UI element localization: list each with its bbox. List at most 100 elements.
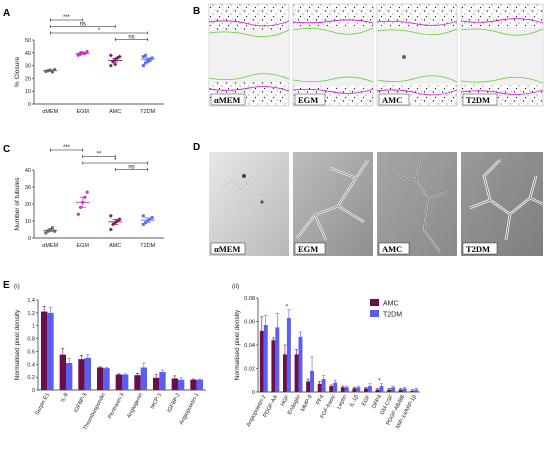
micrograph-row-b: αMEM EGM AMC (208, 3, 544, 107)
bar (317, 383, 322, 392)
x-tick-label: IL-8 (60, 392, 70, 403)
y-tick-label: 0.4 (27, 362, 35, 368)
y-tick-label: 0.02 (244, 367, 255, 373)
y-axis-label: Normalised pixel density (14, 309, 21, 380)
data-point (117, 54, 122, 59)
micrograph-label-d-2: EGM (298, 244, 318, 254)
x-tick-label: MMP-9 (300, 394, 314, 412)
chart-e-ii-pixel-density: 0 0.02 0.04 0.06 0.08 Normalised pixel densit… (234, 296, 420, 430)
micrograph-d-4: T2DM (461, 152, 544, 256)
bar (391, 387, 396, 392)
x-tick-label: Pentraxin-3 (107, 392, 126, 420)
x-tick-label: IGFBP-3 (73, 392, 88, 414)
y-tick-label: 0.08 (244, 296, 255, 302)
y-tick-label: 0.2 (27, 375, 35, 381)
chart-a-closure: 0 10 20 30 40 50 % Closure αMEM EGM AMC T2DM *** ns *… (14, 15, 164, 115)
bar (84, 357, 92, 390)
legend-swatch (370, 299, 379, 306)
data-point (117, 217, 122, 222)
micrograph-label-d-1: αMEM (214, 244, 240, 254)
panel-letter-d: D (193, 142, 200, 153)
x-tick-label: MCP-1 (150, 392, 163, 410)
bar (40, 311, 48, 390)
micrograph-d-3: AMC (377, 152, 457, 256)
bar (47, 312, 54, 390)
x-tick-label: αMEM (42, 243, 58, 249)
micrograph-b-3: AMC (376, 3, 458, 107)
y-tick-label: 20 (25, 76, 31, 82)
data-point (53, 67, 57, 72)
y-axis-label: Normalised pixel density (234, 309, 241, 380)
bar (66, 363, 73, 390)
micrograph-label-b-3: AMC (382, 95, 402, 105)
bar (115, 374, 122, 390)
x-tick-label: T2DM (140, 243, 155, 249)
y-axis-label: % Closure (14, 57, 21, 87)
bar (379, 386, 384, 392)
y-tick-label: 50 (25, 38, 31, 44)
x-tick-label: Angiopoietin-1 (179, 392, 201, 426)
micrograph-label-b-4: T2DM (466, 95, 490, 105)
legend-swatch (370, 310, 379, 317)
x-tick-label: Angiogenin (126, 392, 144, 419)
bar (363, 388, 368, 392)
y-tick-label: 0.6 (27, 349, 35, 355)
panel-label-e-ii: (ii) (232, 283, 239, 290)
data-point (113, 62, 118, 67)
bar (344, 387, 349, 392)
data-point (141, 55, 145, 59)
panel-label-e-i: (i) (14, 283, 20, 290)
panel-letter-b: B (193, 6, 200, 17)
significance-label: * (114, 158, 117, 164)
x-tick-label: T2DM (140, 109, 155, 115)
x-tick-label: Serpin E1 (34, 392, 51, 416)
panel-letter-e: E (3, 280, 10, 291)
significance-label: *** (63, 145, 71, 151)
bar (398, 389, 403, 392)
bar (159, 372, 166, 390)
x-tick-label: AMC (109, 243, 121, 249)
significance-label: ** (97, 152, 102, 158)
data-point (50, 226, 54, 230)
y-tick-label: 20 (25, 202, 31, 208)
bar (275, 327, 280, 392)
x-tick-label: HGF (280, 394, 291, 408)
bar (196, 379, 204, 390)
significance-label: * (98, 28, 101, 34)
x-tick-label: EGF (361, 394, 372, 407)
data-point (150, 56, 154, 60)
y-tick-label: 40 (25, 51, 31, 57)
data-point (85, 49, 90, 54)
micrograph-b-4: T2DM (460, 3, 544, 107)
y-tick-label: 0 (28, 102, 31, 108)
bar (263, 325, 268, 392)
micrograph-b-1: αMEM (208, 3, 290, 107)
bar (59, 354, 66, 390)
bar (298, 336, 303, 392)
data-point (108, 53, 113, 58)
x-tick-label: EGM (76, 109, 89, 115)
x-tick-label: αMEM (42, 109, 58, 115)
y-tick-label: 0.8 (27, 337, 35, 343)
x-tick-label: AMC (109, 109, 121, 115)
bar (271, 340, 276, 392)
micrograph-b-2: EGM (292, 3, 374, 107)
bar (402, 388, 407, 392)
y-tick-label: 10 (25, 89, 31, 95)
data-point (150, 216, 154, 220)
data-point (144, 61, 148, 65)
y-tick-label: 10 (25, 219, 31, 225)
data-point (141, 64, 145, 68)
micrograph-row-d: αMEM EGM AMC T2DM (209, 152, 544, 256)
micrograph-d-2: EGM (293, 152, 373, 256)
y-tick-label: 1.4 (27, 298, 35, 304)
micrograph-label-d-3: AMC (382, 244, 402, 254)
micrograph-label-d-4: T2DM (466, 244, 490, 254)
x-tick-label: IGFBP-2 (166, 392, 181, 414)
bar (190, 379, 197, 390)
y-tick-label: 0 (32, 388, 35, 394)
micrograph-label-b-2: EGM (298, 95, 318, 105)
bar (152, 377, 160, 390)
bar (387, 389, 392, 392)
